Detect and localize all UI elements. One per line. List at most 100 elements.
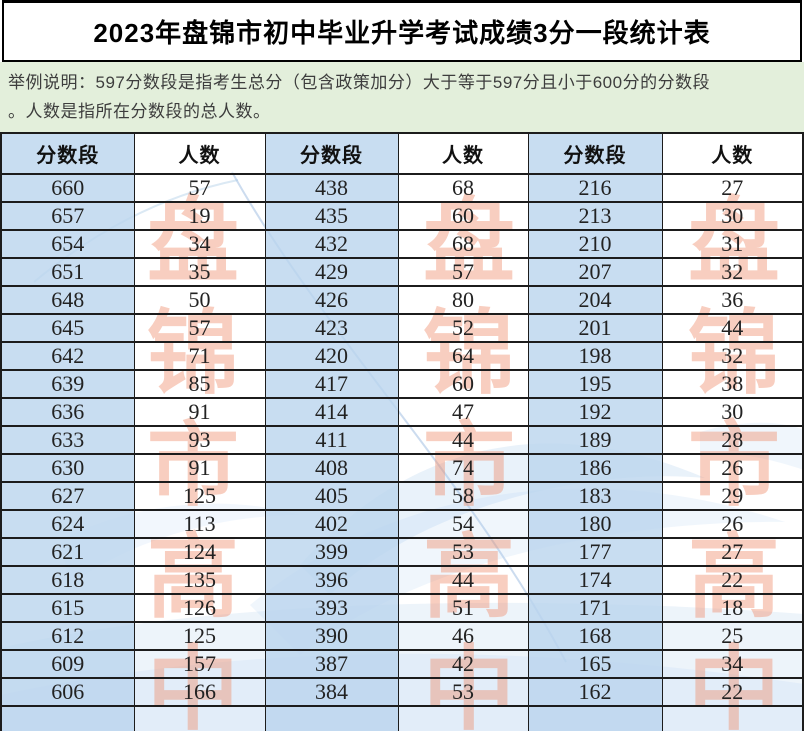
score-cell: 606	[0, 677, 135, 707]
note-block: 举例说明：597分数段是指考生总分（包含政策加分）大于等于597分且小于600分…	[0, 62, 804, 132]
score-cell: 636	[0, 397, 135, 427]
count-cell: 93	[133, 425, 266, 455]
count-cell: 18	[661, 593, 804, 623]
table-row: 615 126 393 51 171 18	[0, 593, 804, 623]
count-cell: 58	[397, 481, 529, 511]
note-line-1: 举例说明：597分数段是指考生总分（包含政策加分）大于等于597分且小于600分…	[8, 73, 711, 92]
table-row: 642 71 420 64 198 32	[0, 341, 804, 371]
score-cell: 648	[0, 285, 135, 315]
count-cell: 51	[397, 593, 529, 623]
header-row: 分数段 人数 分数段 人数 分数段 人数	[0, 132, 804, 175]
table-row: 657 19 435 60 213 30	[0, 201, 804, 231]
count-cell: 26	[661, 453, 804, 483]
table-row: 651 35 429 57 207 32	[0, 257, 804, 287]
score-cell: 393	[264, 593, 399, 623]
score-cell: 171	[527, 593, 663, 623]
count-cell: 22	[661, 565, 804, 595]
count-cell: 60	[397, 201, 529, 231]
count-cell: 30	[661, 397, 804, 427]
score-cell: 198	[527, 341, 663, 371]
count-cell	[397, 705, 529, 731]
score-cell: 396	[264, 565, 399, 595]
score-cell: 189	[527, 425, 663, 455]
score-cell: 651	[0, 257, 135, 287]
count-cell: 36	[661, 285, 804, 315]
score-cell: 429	[264, 257, 399, 287]
partial-row	[0, 705, 804, 731]
score-cell: 417	[264, 369, 399, 399]
count-cell	[661, 705, 804, 731]
table-row: 636 91 414 47 192 30	[0, 397, 804, 427]
score-cell: 195	[527, 369, 663, 399]
score-table: 分数段 人数 分数段 人数 分数段 人数 660 57 438 68 216 27 657 1…	[0, 132, 804, 731]
column-header-score-range: 分数段	[0, 132, 135, 175]
page-title: 2023年盘锦市初中毕业升学考试成绩3分一段统计表	[93, 18, 711, 48]
score-cell: 384	[264, 677, 399, 707]
table-row: 627 125 405 58 183 29	[0, 481, 804, 511]
table-row: 645 57 423 52 201 44	[0, 313, 804, 343]
column-header-count: 人数	[397, 132, 529, 175]
table-row: 630 91 408 74 186 26	[0, 453, 804, 483]
count-cell: 53	[397, 677, 529, 707]
count-cell: 44	[661, 313, 804, 343]
score-cell: 204	[527, 285, 663, 315]
count-cell: 31	[661, 229, 804, 259]
table-row: 639 85 417 60 195 38	[0, 369, 804, 399]
table-wrap: 分数段 人数 分数段 人数 分数段 人数 660 57 438 68 216 27 657 1…	[0, 132, 804, 731]
table-row: 633 93 411 44 189 28	[0, 425, 804, 455]
score-cell: 207	[527, 257, 663, 287]
count-cell: 44	[397, 425, 529, 455]
score-cell: 630	[0, 453, 135, 483]
score-cell: 162	[527, 677, 663, 707]
score-cell: 435	[264, 201, 399, 231]
score-cell: 216	[527, 173, 663, 203]
count-cell: 50	[133, 285, 266, 315]
score-cell: 657	[0, 201, 135, 231]
score-cell: 192	[527, 397, 663, 427]
score-cell: 621	[0, 537, 135, 567]
count-cell: 54	[397, 509, 529, 539]
score-cell	[527, 705, 663, 731]
title-block: 2023年盘锦市初中毕业升学考试成绩3分一段统计表	[2, 0, 802, 62]
table-row: 609 157 387 42 165 34	[0, 649, 804, 679]
note-line-2: 。人数是指所在分数段的总人数。	[8, 102, 271, 121]
count-cell: 34	[133, 229, 266, 259]
count-cell: 28	[661, 425, 804, 455]
score-cell: 180	[527, 509, 663, 539]
count-cell: 71	[133, 341, 266, 371]
count-cell: 57	[133, 173, 266, 203]
count-cell: 135	[133, 565, 266, 595]
count-cell: 157	[133, 649, 266, 679]
count-cell: 32	[661, 341, 804, 371]
score-cell: 639	[0, 369, 135, 399]
count-cell: 91	[133, 453, 266, 483]
score-cell: 174	[527, 565, 663, 595]
count-cell: 124	[133, 537, 266, 567]
score-cell: 405	[264, 481, 399, 511]
count-cell: 64	[397, 341, 529, 371]
score-cell: 432	[264, 229, 399, 259]
score-cell: 183	[527, 481, 663, 511]
column-header-count: 人数	[661, 132, 804, 175]
count-cell: 19	[133, 201, 266, 231]
count-cell: 32	[661, 257, 804, 287]
count-cell: 44	[397, 565, 529, 595]
score-cell: 177	[527, 537, 663, 567]
score-cell: 168	[527, 621, 663, 651]
count-cell: 126	[133, 593, 266, 623]
score-cell: 438	[264, 173, 399, 203]
table-row: 624 113 402 54 180 26	[0, 509, 804, 539]
table-row: 660 57 438 68 216 27	[0, 173, 804, 203]
table-row: 612 125 390 46 168 25	[0, 621, 804, 651]
score-cell: 627	[0, 481, 135, 511]
score-cell: 387	[264, 649, 399, 679]
score-cell: 402	[264, 509, 399, 539]
score-cell: 420	[264, 341, 399, 371]
score-cell: 654	[0, 229, 135, 259]
score-cell: 213	[527, 201, 663, 231]
score-cell: 186	[527, 453, 663, 483]
table-row: 618 135 396 44 174 22	[0, 565, 804, 595]
count-cell: 29	[661, 481, 804, 511]
count-cell: 57	[397, 257, 529, 287]
